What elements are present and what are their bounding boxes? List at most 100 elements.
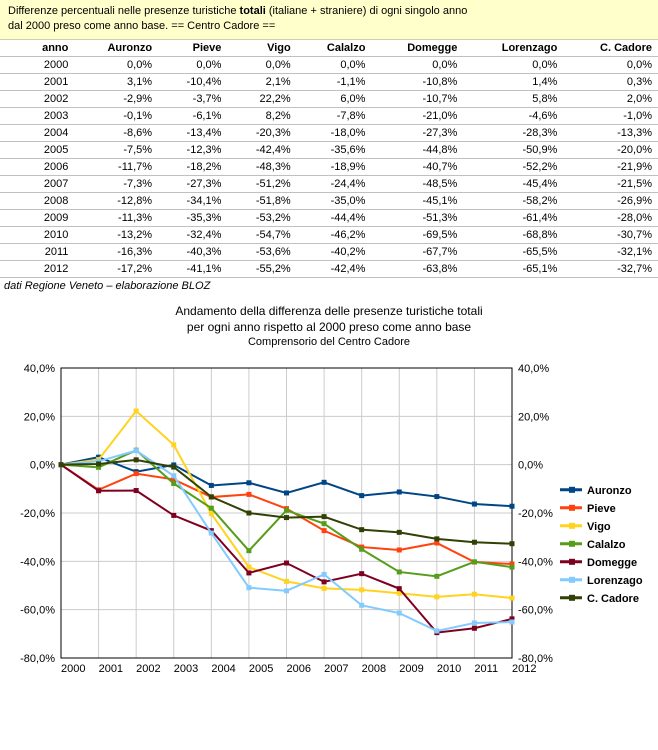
svg-text:2006: 2006 [287,663,311,675]
table-cell: -44,4% [297,209,372,226]
table-cell: -20,0% [563,141,658,158]
header-text-1a: Differenze percentuali nelle presenze tu… [8,5,240,17]
table-cell: -45,4% [463,175,563,192]
header-text-1c: (italiane + straniere) di ogni singolo a… [266,5,468,17]
table-header: Lorenzago [463,40,563,57]
table-cell: -50,9% [463,141,563,158]
table-cell: -54,7% [227,226,296,243]
svg-text:2007: 2007 [324,663,348,675]
table-cell: -58,2% [463,192,563,209]
table-cell: -35,6% [297,141,372,158]
chart-plot-area: -80,0%-80,0%-60,0%-60,0%-40,0%-40,0%-20,… [6,356,652,736]
svg-text:0,0%: 0,0% [30,459,55,471]
table-cell: -10,7% [371,90,463,107]
svg-text:Pieve: Pieve [587,503,616,515]
svg-text:2008: 2008 [362,663,386,675]
table-cell: -45,1% [371,192,463,209]
table-cell: -48,5% [371,175,463,192]
table-cell: -8,6% [74,124,158,141]
table-row: 2006-11,7%-18,2%-48,3%-18,9%-40,7%-52,2%… [0,158,658,175]
svg-text:C. Cadore: C. Cadore [587,593,639,605]
table-cell: -3,7% [158,90,227,107]
table-cell: -28,3% [463,124,563,141]
table-row: 20000,0%0,0%0,0%0,0%0,0%0,0%0,0% [0,56,658,73]
table-cell: 3,1% [74,73,158,90]
header-text-1b: totali [240,5,266,17]
table-cell: -17,2% [74,260,158,277]
table-row: 2011-16,3%-40,3%-53,6%-40,2%-67,7%-65,5%… [0,243,658,260]
table-cell: -32,4% [158,226,227,243]
table-cell: -51,3% [371,209,463,226]
svg-text:40,0%: 40,0% [518,363,549,375]
table-cell: -32,1% [563,243,658,260]
table-cell: -18,0% [297,124,372,141]
table-cell: 2003 [0,107,74,124]
svg-text:-20,0%: -20,0% [518,508,553,520]
table-cell: -65,5% [463,243,563,260]
table-header: C. Cadore [563,40,658,57]
table-cell: 6,0% [297,90,372,107]
table-cell: -67,7% [371,243,463,260]
table-cell: -55,2% [227,260,296,277]
table-cell: -11,3% [74,209,158,226]
table-cell: -30,7% [563,226,658,243]
table-cell: -28,0% [563,209,658,226]
svg-text:-40,0%: -40,0% [20,556,55,568]
table-cell: 2006 [0,158,74,175]
table-header: Vigo [227,40,296,57]
header-banner: Differenze percentuali nelle presenze tu… [0,0,658,40]
table-cell: 2005 [0,141,74,158]
table-cell: -69,5% [371,226,463,243]
svg-text:Calalzo: Calalzo [587,539,626,551]
table-cell: -32,7% [563,260,658,277]
svg-text:2004: 2004 [211,663,235,675]
table-row: 2007-7,3%-27,3%-51,2%-24,4%-48,5%-45,4%-… [0,175,658,192]
table-cell: -44,8% [371,141,463,158]
svg-text:2003: 2003 [174,663,198,675]
svg-text:0,0%: 0,0% [518,459,543,471]
table-cell: -63,8% [371,260,463,277]
table-cell: -40,3% [158,243,227,260]
table-cell: 2010 [0,226,74,243]
table-cell: -53,2% [227,209,296,226]
data-table: annoAuronzoPieveVigoCalalzoDomeggeLorenz… [0,40,658,278]
table-cell: -18,9% [297,158,372,175]
table-cell: -40,2% [297,243,372,260]
svg-text:-60,0%: -60,0% [20,604,55,616]
svg-text:2011: 2011 [474,663,498,675]
table-cell: -1,0% [563,107,658,124]
table-cell: -68,8% [463,226,563,243]
table-cell: -13,2% [74,226,158,243]
table-cell: -51,2% [227,175,296,192]
svg-text:20,0%: 20,0% [24,411,55,423]
line-chart-svg: -80,0%-80,0%-60,0%-60,0%-40,0%-40,0%-20,… [6,356,652,686]
table-cell: -13,3% [563,124,658,141]
svg-text:Vigo: Vigo [587,521,611,533]
table-cell: 0,0% [74,56,158,73]
table-cell: 2011 [0,243,74,260]
table-row: 2012-17,2%-41,1%-55,2%-42,4%-63,8%-65,1%… [0,260,658,277]
table-cell: 0,0% [158,56,227,73]
table-cell: 2004 [0,124,74,141]
table-cell: -35,0% [297,192,372,209]
chart-subtitle: Comprensorio del Centro Cadore [6,336,652,348]
table-cell: -6,1% [158,107,227,124]
source-note: dati Regione Veneto – elaborazione BLOZ [0,278,658,294]
table-cell: -13,4% [158,124,227,141]
table-cell: 22,2% [227,90,296,107]
svg-text:2009: 2009 [399,663,423,675]
table-cell: 2000 [0,56,74,73]
table-cell: -11,7% [74,158,158,175]
table-cell: -42,4% [227,141,296,158]
svg-text:Domegge: Domegge [587,557,637,569]
table-cell: -0,1% [74,107,158,124]
table-header: Auronzo [74,40,158,57]
table-cell: -24,4% [297,175,372,192]
table-cell: -18,2% [158,158,227,175]
table-row: 2005-7,5%-12,3%-42,4%-35,6%-44,8%-50,9%-… [0,141,658,158]
chart-title-line1: Andamento della differenza delle presenz… [6,304,652,318]
table-cell: -16,3% [74,243,158,260]
table-cell: -21,9% [563,158,658,175]
table-row: 2010-13,2%-32,4%-54,7%-46,2%-69,5%-68,8%… [0,226,658,243]
svg-text:2005: 2005 [249,663,273,675]
